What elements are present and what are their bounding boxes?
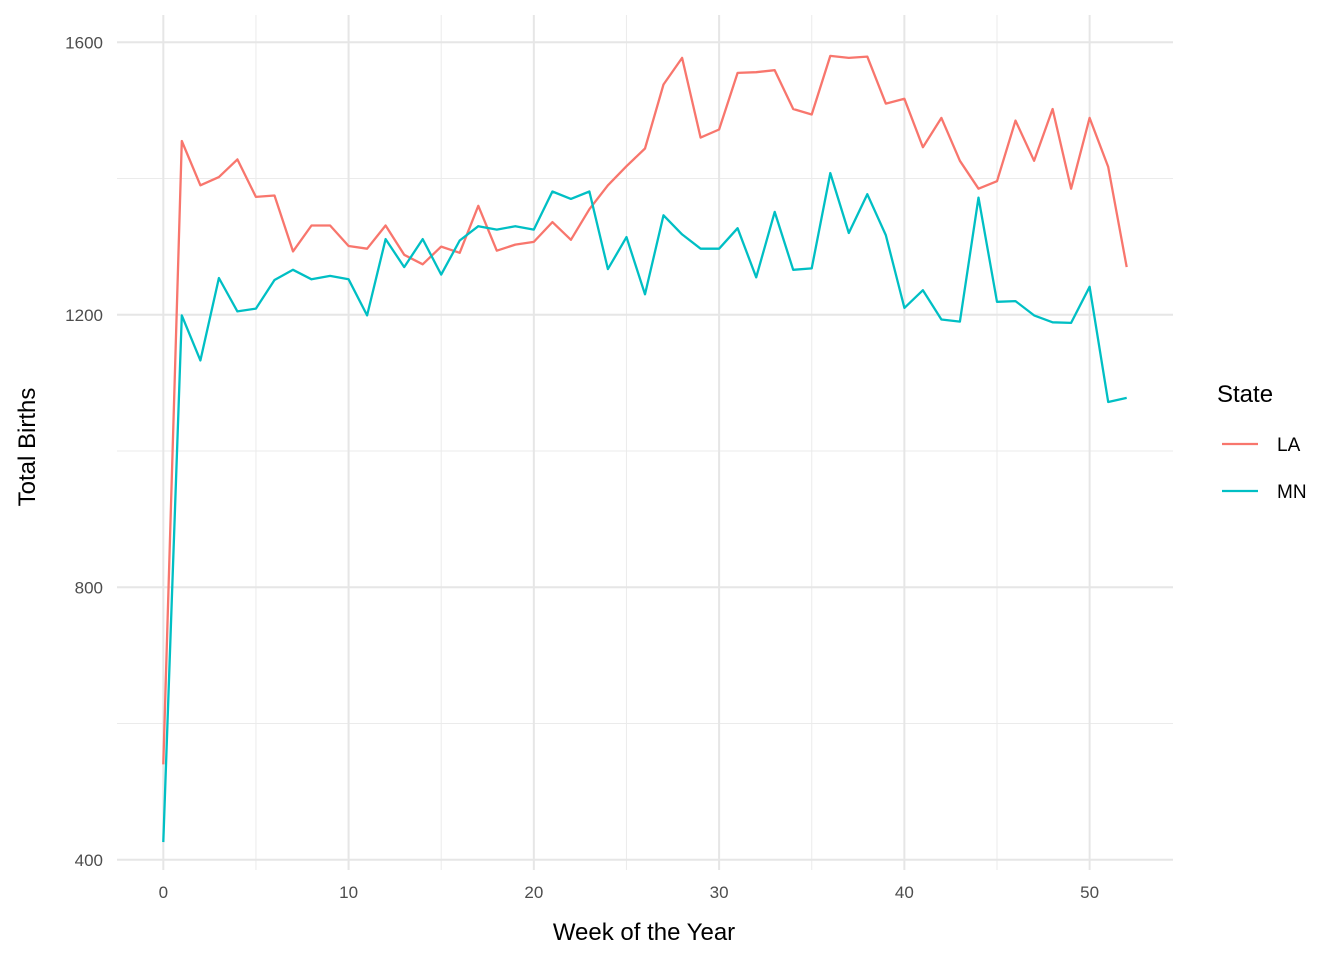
- y-tick-label: 400: [75, 851, 103, 870]
- x-tick-label: 30: [710, 883, 729, 902]
- y-tick-label: 800: [75, 578, 103, 597]
- x-axis-title: Week of the Year: [553, 919, 735, 946]
- legend-title: State: [1217, 381, 1273, 408]
- legend-item-la: LA: [1222, 435, 1301, 456]
- x-tick-label: 0: [159, 883, 168, 902]
- grid-layer: [117, 15, 1173, 870]
- series-line-mn: [162, 171, 1127, 843]
- legend-item-mn: MN: [1222, 482, 1307, 503]
- x-tick-label: 20: [524, 883, 543, 902]
- x-tick-label: 10: [339, 883, 358, 902]
- series-line-la: [162, 54, 1128, 765]
- y-tick-label: 1200: [65, 306, 103, 325]
- tick-layer: 0 10 20 30 40 50 400 800 1200 1600: [65, 33, 1099, 902]
- x-tick-label: 40: [895, 883, 914, 902]
- legend-label: LA: [1277, 435, 1301, 456]
- legend: State LA MN: [1217, 381, 1307, 503]
- y-tick-label: 1600: [65, 33, 103, 52]
- legend-label: MN: [1277, 482, 1307, 503]
- series-layer: [162, 54, 1128, 843]
- y-axis-title: Total Births: [14, 388, 41, 507]
- x-tick-label: 50: [1080, 883, 1099, 902]
